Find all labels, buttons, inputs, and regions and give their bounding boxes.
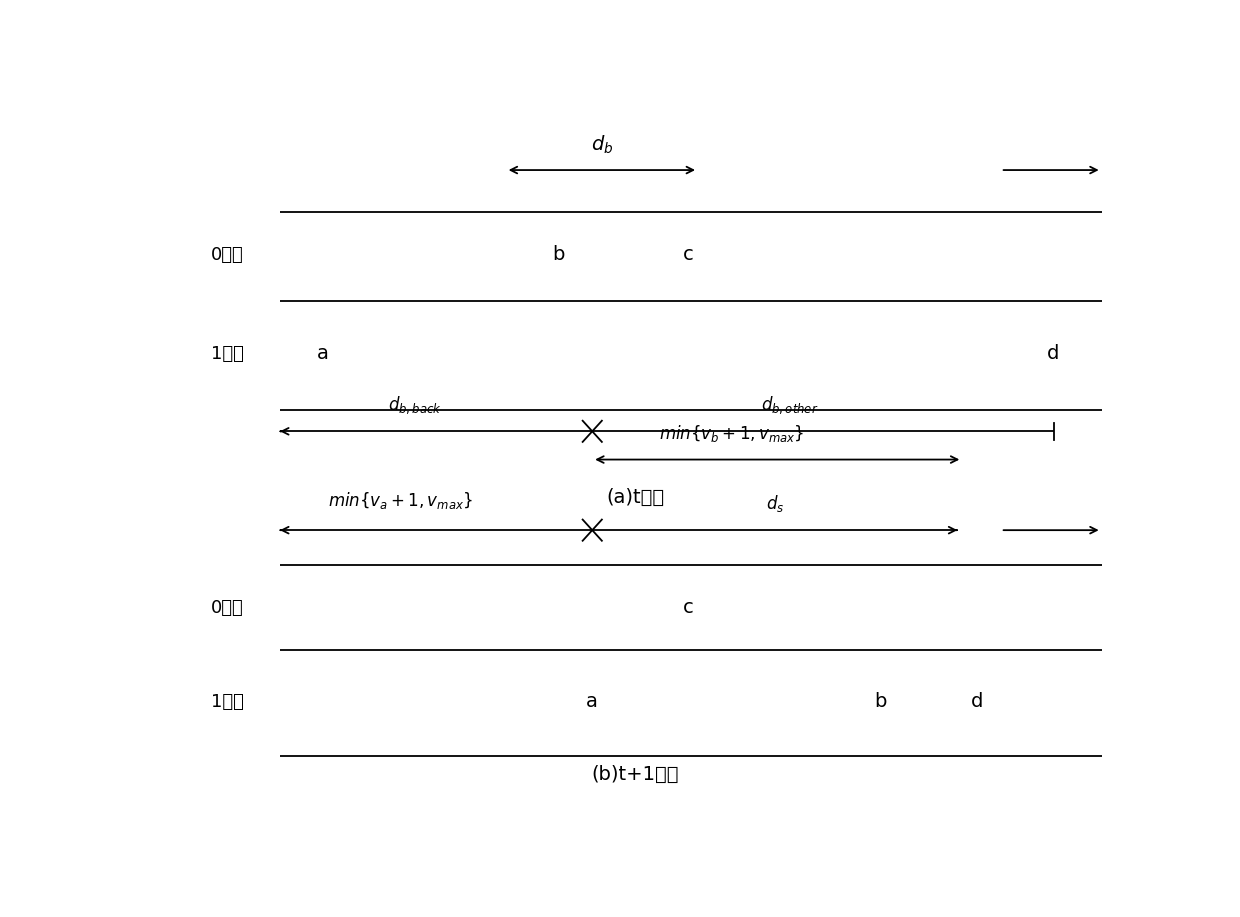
Text: $d_{b,other}$: $d_{b,other}$ bbox=[760, 394, 818, 415]
Text: 1车道: 1车道 bbox=[211, 345, 243, 362]
Text: d: d bbox=[971, 692, 983, 712]
Text: 0车道: 0车道 bbox=[211, 246, 243, 264]
Text: (a)t时刻: (a)t时刻 bbox=[606, 488, 665, 507]
Text: b: b bbox=[874, 692, 887, 712]
Text: $min\{v_a+1,v_{max}\}$: $min\{v_a+1,v_{max}\}$ bbox=[327, 490, 472, 511]
Text: a: a bbox=[587, 692, 598, 712]
Text: 1车道: 1车道 bbox=[211, 692, 243, 711]
Text: $d_b$: $d_b$ bbox=[590, 134, 613, 156]
Text: 0车道: 0车道 bbox=[211, 599, 243, 617]
Text: $min\{v_b+1,v_{max}\}$: $min\{v_b+1,v_{max}\}$ bbox=[658, 423, 805, 444]
Text: c: c bbox=[683, 245, 693, 264]
Text: c: c bbox=[683, 598, 693, 617]
Text: $d_{b,back}$: $d_{b,back}$ bbox=[388, 394, 441, 415]
Text: $d_s$: $d_s$ bbox=[765, 493, 784, 514]
Text: a: a bbox=[317, 344, 329, 363]
Text: d: d bbox=[1048, 344, 1060, 363]
Text: b: b bbox=[553, 245, 564, 264]
Text: (b)t+1时刻: (b)t+1时刻 bbox=[591, 766, 680, 784]
